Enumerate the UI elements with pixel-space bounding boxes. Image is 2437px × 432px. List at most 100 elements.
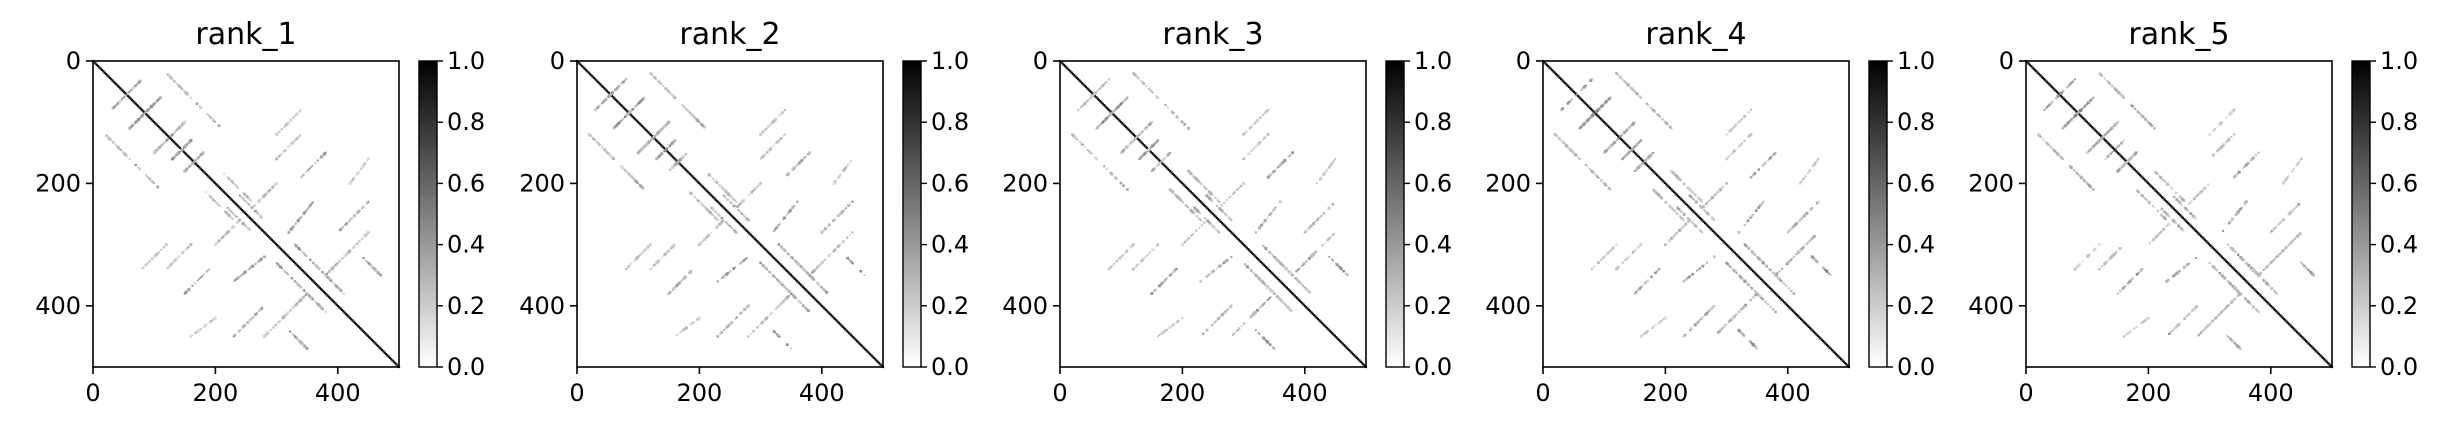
heatmap-cell bbox=[1760, 296, 1763, 300]
heatmap-cell bbox=[1672, 172, 1676, 176]
heatmap-cell bbox=[1136, 134, 1140, 138]
heatmap-cell bbox=[2319, 354, 2322, 357]
heatmap-cell bbox=[1628, 85, 1631, 88]
heatmap-cell bbox=[1570, 88, 1573, 91]
heatmap-cell bbox=[725, 272, 729, 276]
heatmap-cell bbox=[1193, 194, 1196, 197]
heatmap-cell bbox=[2275, 292, 2278, 295]
heatmap-cell bbox=[1071, 72, 1075, 76]
heatmap-cell bbox=[779, 137, 783, 140]
heatmap-cell bbox=[2249, 303, 2252, 306]
heatmap-cell bbox=[1737, 328, 1741, 332]
heatmap-cell bbox=[2119, 154, 2122, 157]
heatmap-cell bbox=[1195, 196, 1198, 199]
heatmap-cell bbox=[815, 267, 817, 270]
heatmap-cell bbox=[175, 153, 178, 157]
heatmap-cell bbox=[248, 267, 251, 270]
heatmap-cell bbox=[1230, 231, 1233, 234]
heatmap-cell bbox=[682, 276, 686, 280]
heatmap-cell bbox=[269, 328, 272, 331]
heatmap-cell bbox=[331, 266, 335, 269]
heatmap-cell bbox=[1696, 214, 1699, 217]
heatmap-cell bbox=[2207, 323, 2211, 327]
heatmap-cell bbox=[394, 362, 397, 365]
heatmap-cell bbox=[119, 87, 122, 90]
heatmap-cell bbox=[194, 282, 197, 285]
heatmap-cell bbox=[1229, 195, 1232, 198]
heatmap-cell bbox=[2307, 342, 2310, 345]
heatmap-cell bbox=[737, 208, 739, 211]
heatmap-cell bbox=[2181, 216, 2184, 219]
heatmap-cell bbox=[624, 169, 626, 172]
heatmap-cell bbox=[1676, 206, 1679, 210]
heatmap-cell bbox=[2118, 246, 2122, 250]
heatmap-cell bbox=[707, 234, 710, 237]
heatmap-cell bbox=[823, 258, 827, 261]
heatmap-cell bbox=[593, 138, 596, 141]
heatmap-cell bbox=[773, 275, 776, 279]
heatmap-cell bbox=[2236, 253, 2240, 256]
heatmap-cell bbox=[334, 302, 337, 305]
heatmap-cell bbox=[1689, 195, 1693, 199]
heatmap-cell bbox=[1202, 221, 1206, 225]
y-tick-label: 0 bbox=[550, 47, 565, 75]
heatmap-cell bbox=[684, 168, 688, 172]
heatmap-cell bbox=[2089, 185, 2093, 189]
heatmap-cell bbox=[1615, 71, 1618, 75]
heatmap-cell bbox=[2301, 336, 2304, 339]
heatmap-cell bbox=[1301, 302, 1304, 305]
y-tick-label: 200 bbox=[519, 169, 565, 197]
heatmap-cell bbox=[782, 218, 785, 221]
heatmap-cell bbox=[1154, 155, 1158, 159]
heatmap-cell bbox=[140, 267, 144, 271]
heatmap-cell bbox=[2254, 271, 2257, 273]
heatmap-cell bbox=[743, 227, 746, 230]
heatmap-cell bbox=[1619, 137, 1622, 140]
heatmap-cell bbox=[1745, 263, 1748, 266]
heatmap-cell bbox=[231, 199, 235, 203]
heatmap-cell bbox=[198, 166, 201, 169]
heatmap-cell bbox=[1639, 139, 1642, 142]
heatmap-cell bbox=[2112, 150, 2115, 152]
heatmap-cell bbox=[1730, 152, 1733, 155]
heatmap-cell bbox=[720, 216, 724, 220]
heatmap-cell bbox=[707, 173, 711, 177]
heatmap-cell bbox=[1645, 163, 1648, 166]
heatmap-cell bbox=[772, 256, 776, 260]
heatmap-cell bbox=[300, 268, 303, 271]
heatmap-cell bbox=[791, 257, 795, 260]
heatmap-cell bbox=[347, 315, 350, 318]
heatmap-cell bbox=[1077, 78, 1080, 81]
heatmap-cell bbox=[326, 294, 329, 297]
heatmap-cell bbox=[1235, 236, 1238, 239]
heatmap-cell bbox=[2099, 73, 2103, 76]
heatmap-cell bbox=[2292, 238, 2295, 242]
heatmap-cell bbox=[1681, 226, 1684, 229]
heatmap-cell bbox=[2193, 228, 2196, 231]
heatmap-cell bbox=[1579, 97, 1582, 100]
heatmap-cell bbox=[1278, 261, 1282, 265]
heatmap-cell bbox=[301, 175, 304, 177]
heatmap-cell bbox=[1715, 233, 1718, 236]
heatmap-cell bbox=[289, 309, 292, 312]
heatmap-cell bbox=[1109, 110, 1112, 113]
heatmap-cell bbox=[1106, 117, 1108, 119]
heatmap-cell bbox=[1312, 253, 1315, 256]
heatmap-cell bbox=[782, 110, 785, 113]
heatmap-cell bbox=[365, 333, 368, 336]
heatmap-cell bbox=[2050, 85, 2054, 89]
heatmap-cell bbox=[1652, 170, 1655, 173]
heatmap-cell bbox=[646, 245, 650, 249]
heatmap-cell bbox=[1150, 120, 1154, 124]
heatmap-cell bbox=[1765, 302, 1768, 304]
heatmap-cell bbox=[799, 302, 802, 304]
heatmap-cell bbox=[1151, 91, 1154, 94]
heatmap-cell bbox=[1732, 151, 1735, 154]
heatmap-cell bbox=[1591, 109, 1594, 112]
heatmap-cell bbox=[786, 173, 790, 177]
heatmap-cell bbox=[2185, 208, 2189, 212]
heatmap-cell bbox=[1836, 354, 1839, 357]
colorbar-tick-label: 0.8 bbox=[447, 108, 485, 136]
heatmap-cell bbox=[1232, 332, 1236, 336]
heatmap-cell bbox=[1799, 317, 1803, 321]
